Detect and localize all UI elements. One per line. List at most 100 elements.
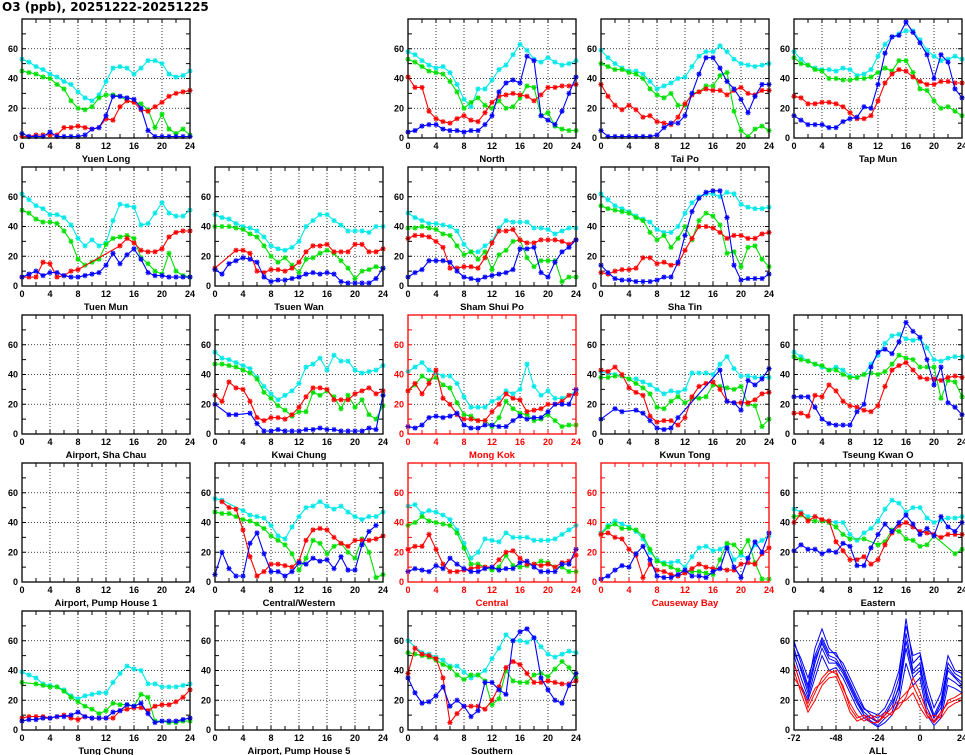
red-series-point <box>240 386 246 392</box>
cyan-series-point <box>152 58 158 64</box>
x-tick-label: 12 <box>680 289 690 299</box>
cyan-series-point <box>654 86 660 92</box>
blue-series-point <box>503 80 509 86</box>
blue-series-point <box>647 557 653 563</box>
blue-series-point <box>538 675 544 681</box>
green-series-point <box>510 238 516 244</box>
cyan-series-point <box>682 386 688 392</box>
cyan-series-point <box>166 684 172 690</box>
red-series-point <box>647 255 653 261</box>
cyan-series-point <box>612 518 618 524</box>
green-series-point <box>75 105 81 111</box>
red-series-point <box>461 113 467 119</box>
red-series-point <box>310 243 316 249</box>
red-series-point <box>612 534 618 540</box>
red-series-point <box>924 530 930 536</box>
x-tick-label: -24 <box>871 733 884 743</box>
red-series-point <box>759 231 765 237</box>
blue-series-point <box>605 133 611 140</box>
blue-series-point <box>475 708 481 714</box>
green-series-point <box>724 540 730 546</box>
cyan-series-point <box>68 81 74 88</box>
x-tick-label: 0 <box>598 585 603 595</box>
cyan-series-point <box>745 373 751 379</box>
green-series-point <box>640 75 646 82</box>
red-series-point <box>145 708 151 714</box>
blue-series-point <box>33 133 39 140</box>
cyan-series-point <box>145 220 151 227</box>
cyan-series-point <box>875 53 881 59</box>
x-tick-label: 8 <box>268 585 273 595</box>
red-series-point <box>373 249 379 255</box>
cyan-series-point <box>89 691 95 697</box>
blue-series-point <box>559 401 565 407</box>
red-series-point <box>945 374 951 381</box>
blue-series-point <box>482 122 488 128</box>
red-series-point <box>496 684 502 690</box>
cyan-series-point <box>110 679 116 685</box>
green-series-point <box>489 567 495 573</box>
green-series-point <box>110 235 116 241</box>
y-tick-label: 40 <box>201 370 211 380</box>
cyan-series-point <box>496 395 502 401</box>
red-series-point <box>689 566 695 572</box>
plot-frame <box>21 610 191 731</box>
cyan-series-point <box>552 536 558 542</box>
green-series-point <box>738 383 744 389</box>
blue-series-point <box>254 530 260 536</box>
red-series-point <box>296 404 302 410</box>
x-tick-label: 20 <box>350 585 360 595</box>
green-series-point <box>826 75 832 82</box>
red-series-point <box>289 265 295 271</box>
cyan-series-point <box>654 226 660 233</box>
red-series-point <box>366 249 372 255</box>
red-series-point <box>166 234 172 240</box>
red-series-point <box>303 249 309 255</box>
cyan-series-point <box>152 681 158 687</box>
green-series-point <box>331 394 337 400</box>
cyan-series-point <box>412 52 418 58</box>
red-series-point <box>731 232 737 239</box>
green-series-point <box>180 126 186 132</box>
cyan-series-point <box>682 564 688 570</box>
x-tick-label: 16 <box>708 289 718 299</box>
plot-frame <box>600 18 770 139</box>
red-series-point <box>745 400 751 406</box>
blue-series-point <box>145 711 151 717</box>
y-tick-label: 0 <box>13 429 18 439</box>
y-tick-label: 0 <box>399 725 404 735</box>
green-series-point <box>461 252 467 258</box>
green-series-point <box>96 711 102 717</box>
blue-series-point <box>675 571 681 578</box>
red-series-point <box>889 71 895 77</box>
green-series-point <box>82 703 88 709</box>
cyan-series-point <box>26 672 32 678</box>
blue-series-point <box>426 258 432 264</box>
x-tick-label: 8 <box>847 585 852 595</box>
x-tick-label: 20 <box>929 585 939 595</box>
cyan-series-point <box>938 516 944 523</box>
blue-series-point <box>447 703 453 709</box>
red-series-point <box>26 274 32 280</box>
cyan-series-point <box>633 68 639 74</box>
cyan-series-point <box>833 519 839 526</box>
cyan-series-point <box>559 62 565 68</box>
blue-series-point <box>668 425 674 431</box>
red-series-point <box>282 563 288 569</box>
cyan-series-point <box>703 543 709 549</box>
blue-series-point <box>752 275 758 282</box>
x-tick-label: 24 <box>378 585 388 595</box>
blue-series-point <box>103 262 109 268</box>
green-series-point <box>289 262 295 268</box>
red-series-point <box>682 570 688 576</box>
red-series-point <box>26 714 32 720</box>
blue-series-point <box>703 55 709 61</box>
blue-series-point <box>612 567 618 573</box>
green-series-point <box>33 681 39 687</box>
red-series-point <box>559 83 565 89</box>
blue-series-point <box>317 558 323 564</box>
cyan-series-point <box>233 360 239 366</box>
blue-series-point <box>352 567 358 573</box>
cyan-series-point <box>496 645 502 651</box>
blue-series-point <box>433 258 439 264</box>
